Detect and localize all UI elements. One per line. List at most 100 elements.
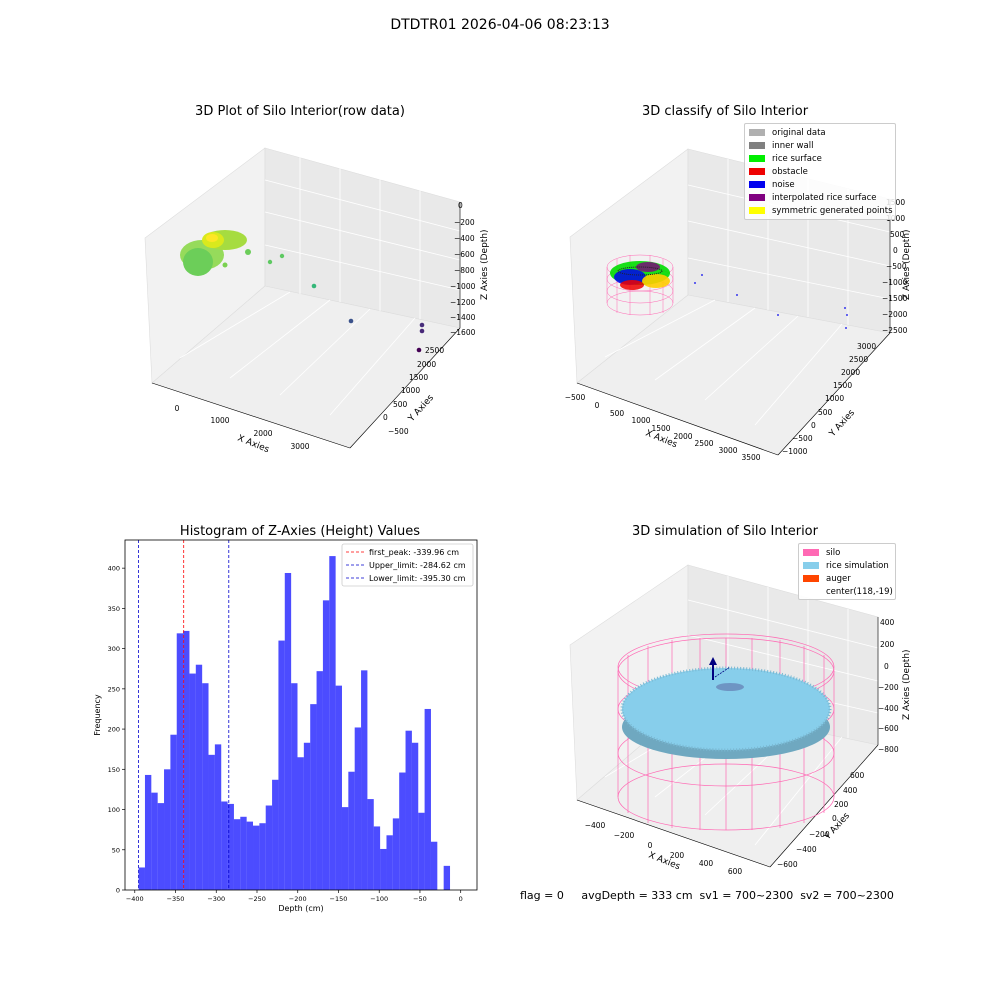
- legend-swatch: [749, 194, 765, 201]
- legend-label: obstacle: [772, 166, 808, 177]
- legend-label: silo: [826, 547, 841, 558]
- plot2-y-tick: 3000: [857, 342, 876, 351]
- legend-entry: auger: [803, 572, 895, 585]
- histogram-bar: [170, 734, 177, 890]
- x-tick-label: −300: [207, 895, 225, 903]
- plot4-z-tick: 200: [880, 640, 895, 649]
- legend-swatch: [749, 129, 765, 136]
- plot1-z-tick: −1000: [450, 282, 476, 291]
- plot2-x-tick: 1000: [631, 416, 650, 425]
- x-tick-label: −350: [167, 895, 185, 903]
- plot4-x-tick: −200: [614, 831, 635, 840]
- histogram-bar: [386, 835, 393, 890]
- plot4-3d-axes: −400 −200 0 200 400 600 −600 −400 −200 0…: [569, 564, 912, 876]
- plot3-y-label: Frequency: [93, 694, 102, 736]
- plot4-y-label: Y Axies: [822, 811, 852, 843]
- plot1-z-tick: −1600: [450, 328, 476, 337]
- plot4-x-tick: 600: [728, 867, 743, 876]
- histogram-bar: [265, 805, 273, 890]
- x-tick-label: −400: [126, 895, 144, 903]
- plot2-z-label: Z Axies (Depth): [902, 229, 912, 300]
- plot1-z-tick: −200: [454, 218, 475, 227]
- histogram-bar: [144, 774, 152, 890]
- plot1-3d-axes: 0 1000 2000 3000 −500 0 500 1000 1500 20…: [144, 147, 490, 455]
- plot1-y-tick: 0: [383, 413, 388, 422]
- plot1-x-tick: 1000: [210, 416, 229, 425]
- plot4-y-tick: −200: [809, 830, 830, 839]
- plot1-z-tick: −1400: [450, 313, 476, 322]
- plot1-y-tick: 2000: [417, 360, 436, 369]
- plot1-y-tick: 1000: [401, 386, 420, 395]
- legend-swatch: [749, 207, 765, 214]
- plot4-z-tick: −800: [878, 745, 899, 754]
- x-tick-label: 0: [459, 895, 463, 903]
- status-footer: flag = 0 avgDepth = 333 cm sv1 = 700~230…: [520, 889, 894, 902]
- histogram-bar: [253, 825, 260, 890]
- histogram-bar: [405, 730, 412, 890]
- plot1-z-tick: 0: [458, 201, 463, 210]
- plot1-z-label: Z Axies (Depth): [480, 229, 490, 300]
- plot3-title: Histogram of Z-Axies (Height) Values: [179, 524, 421, 539]
- histogram-bar: [151, 792, 158, 890]
- legend-label: center(118,-19): [826, 586, 893, 597]
- plot4-y-tick: −600: [777, 860, 798, 869]
- plot2-y-tick: 2500: [849, 355, 868, 364]
- legend-label: rice simulation: [826, 560, 889, 571]
- histogram-bar: [240, 816, 247, 890]
- legend-label: original data: [772, 127, 826, 138]
- legend-entry: rice surface: [749, 152, 895, 165]
- histogram-bar: [259, 823, 266, 890]
- legend-label: Lower_limit: -395.30 cm: [369, 574, 466, 583]
- plot1-y-label: Y Axies: [406, 393, 436, 425]
- x-tick-label: −250: [248, 895, 266, 903]
- histogram-bar: [291, 683, 298, 890]
- histogram-bar: [418, 812, 425, 890]
- histogram-bar: [297, 757, 304, 890]
- y-tick-label: 100: [108, 806, 120, 814]
- histogram-bar: [424, 708, 431, 890]
- histogram-bar: [164, 769, 171, 890]
- histogram-bar: [354, 727, 362, 890]
- plot3-legend: [341, 543, 474, 587]
- plot2-z-tick: −500: [886, 262, 907, 271]
- plot4-x-tick: 400: [699, 859, 714, 868]
- plot2-y-tick: 2000: [841, 368, 860, 377]
- plot4-x-tick: −400: [585, 821, 606, 830]
- histogram-bar: [303, 742, 311, 890]
- histogram-bar: [138, 867, 145, 890]
- histogram-bar: [183, 630, 190, 890]
- y-tick-label: 50: [112, 846, 120, 854]
- plot1-x-tick: 0: [175, 404, 180, 413]
- histogram-bar: [202, 683, 209, 890]
- plot4-y-tick: −400: [796, 845, 817, 854]
- histogram-bar: [361, 670, 368, 890]
- plot2-x-tick: 2500: [694, 439, 713, 448]
- y-tick-label: 0: [116, 887, 120, 895]
- legend-swatch: [749, 155, 765, 162]
- legend-swatch: [749, 142, 765, 149]
- plot4-y-tick: 400: [843, 786, 858, 795]
- plot1-y-tick: −500: [388, 427, 409, 436]
- histogram-bar: [233, 819, 241, 890]
- plot1-z-tick: −800: [454, 266, 475, 275]
- plot2-z-tick: 0: [893, 246, 898, 255]
- plot1-y-tick: 2500: [425, 346, 444, 355]
- plot2-grid: [604, 159, 891, 426]
- histogram-bar: [392, 818, 400, 890]
- histogram-bar: [272, 779, 279, 890]
- plot3-histogram: 0 50 100 150 200 250 300 350 400 −400 −350 −300 −25…: [93, 539, 478, 913]
- plot2-x-tick: 500: [610, 409, 625, 418]
- plot1-title: 3D Plot of Silo Interior(row data): [195, 104, 405, 119]
- plot2-y-tick: 0: [811, 421, 816, 430]
- plot4-auger: [709, 657, 731, 680]
- y-tick-label: 150: [108, 766, 120, 774]
- legend-entry: silo: [803, 546, 895, 559]
- plot1-z-tick: −600: [454, 250, 475, 259]
- histogram-bar: [430, 841, 438, 890]
- legend-swatch: [749, 168, 765, 175]
- histogram-bar: [373, 826, 381, 890]
- legend-label: first_peak: -339.96 cm: [369, 548, 459, 557]
- plot1-y-tick: 1500: [409, 373, 428, 382]
- plot2-x-tick: 3000: [718, 446, 737, 455]
- legend-entry: original data: [749, 126, 895, 139]
